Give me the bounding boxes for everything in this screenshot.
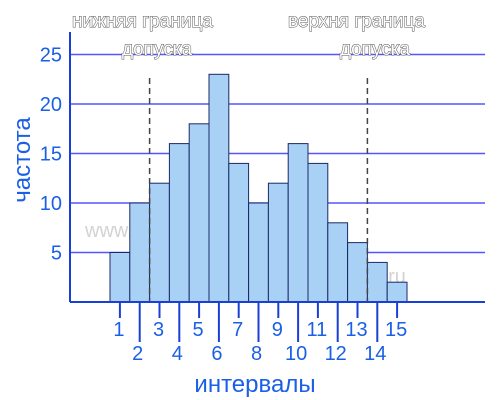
bar-3 [149,182,170,303]
x-tick-label-3: 3 [153,319,164,341]
bar-14 [366,261,388,303]
x-tick-label-9: 9 [272,319,283,341]
y-tick-label-5: 5 [51,243,62,265]
bar-2 [129,202,151,303]
bar-6 [208,73,230,303]
lower-limit-label-line2: допуска [122,39,192,60]
bar-4 [168,143,190,303]
x-axis-title: интервалы [194,371,315,398]
x-tick-label-6: 6 [211,343,222,365]
bar-11 [307,162,329,303]
bar-12 [327,222,349,303]
x-tick-label-2: 2 [132,343,143,365]
bar-7 [228,162,250,303]
x-tick-label-14: 14 [364,343,386,365]
tolerance-lines [148,78,369,302]
x-tick-label-1: 1 [113,319,124,341]
bar-5 [188,123,210,303]
bar-10 [287,143,309,303]
y-tick-label-25: 25 [40,45,62,67]
x-tick-label-11: 11 [307,319,328,341]
y-tick-label-10: 10 [40,193,62,215]
x-tick-label-4: 4 [172,343,183,365]
y-axis-title: частота [9,117,36,203]
bar-8 [248,202,269,303]
y-tick-label-20: 20 [40,94,62,116]
bars [109,73,408,303]
y-tick-labels: 5 10 15 20 25 [40,45,62,265]
x-tick-label-5: 5 [193,319,204,341]
x-tick-label-15: 15 [385,319,407,341]
x-tick-label-12: 12 [325,343,347,365]
bar-9 [267,182,289,303]
y-tick-label-15: 15 [40,144,62,166]
bar-13 [347,242,368,303]
x-tick-label-7: 7 [232,319,243,341]
bar-15 [386,281,408,303]
x-tick-label-10: 10 [285,343,307,365]
upper-limit-label-line2: допуска [340,39,410,60]
upper-limit-label-line1: верхня граница [288,11,425,32]
x-tick-label-8: 8 [251,343,262,365]
lower-limit-label-line1: нижняя граница [72,11,213,32]
bar-1 [109,252,131,303]
x-tick-label-13: 13 [345,319,367,341]
